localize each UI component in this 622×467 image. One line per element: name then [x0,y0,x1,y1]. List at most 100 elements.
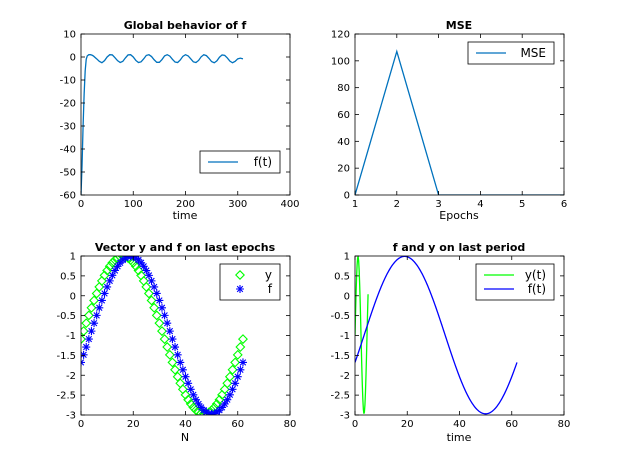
data-point-f [165,327,174,336]
panel-global-behavior: Global behavior of f time 0 100 200 300 4001… [60,19,300,222]
series-line-f(t) [81,53,244,195]
x-axis-label: Epochs [439,209,479,222]
x-tick-label: 20 [127,419,140,430]
data-point-y [146,295,157,306]
x-tick-label: 80 [284,419,297,430]
x-tick-label: 60 [505,419,518,430]
legend: MSE [467,41,555,65]
data-point-f [142,266,151,275]
data-point-f [113,262,122,271]
data-point-y [112,256,123,263]
data-point-y [149,302,160,313]
data-point-f [191,395,200,404]
data-point-f [147,276,156,285]
plot-data [81,256,248,415]
data-point-y [102,265,113,276]
y-tick-label: 10 [63,30,76,41]
data-point-y [227,364,238,375]
y-tick-label: -2 [66,371,76,382]
data-point-f [220,399,229,408]
data-point-f [171,343,180,352]
series-line-y(t) [355,256,369,414]
panel-f-and-y-last-period: f and y on last period time 0 20 40 60 80 1 0.… [330,241,570,444]
data-point-f [90,319,99,328]
y-tick-label: -40 [60,145,76,156]
data-point-f [233,372,242,381]
x-tick-label: 20 [401,419,414,430]
legend-label: f(t) [254,155,272,169]
legend-marker-y [235,270,245,280]
legend-box [219,263,281,301]
x-tick-label: 0 [78,199,84,210]
data-point-f [225,390,234,399]
legend-marker-f [236,285,244,293]
data-point-y [183,394,194,405]
data-point-f [157,303,166,312]
x-tick-label: 3 [435,199,441,210]
data-point-f [173,350,182,359]
x-tick-label: 4 [477,199,483,210]
y-tick-label: 80 [337,83,350,94]
y-tick-label: 40 [337,137,350,148]
data-point-f [108,271,117,280]
y-tick-label: 0.5 [60,271,76,282]
y-tick-label: 60 [337,110,350,121]
data-point-f [87,327,96,336]
data-point-y [81,318,92,329]
y-tick-label: -2.5 [330,391,350,402]
y-tick-label: -3 [66,411,76,422]
data-point-y [151,310,162,321]
y-tick-label: 20 [337,164,350,175]
data-point-f [155,296,164,305]
legend-box [467,41,555,65]
data-point-f [160,311,169,320]
x-tick-label: 6 [561,199,567,210]
y-tick-label: 0.5 [334,271,350,282]
y-tick-label: -20 [60,99,76,110]
legend: y(t)f(t) [475,263,555,301]
data-point-f [184,379,193,388]
data-point-f [228,385,237,394]
legend-label: MSE [520,46,546,60]
chart-title: Global behavior of f [124,19,247,32]
data-point-f [110,266,119,275]
data-point-f [231,379,240,388]
data-point-y [222,378,233,389]
data-point-f [81,350,88,359]
data-point-y [91,288,102,299]
data-point-y [180,389,191,400]
y-tick-label: -60 [60,191,76,202]
data-point-y [81,334,86,345]
data-point-y [237,334,248,345]
plot-data [355,49,564,195]
data-point-f [82,343,91,352]
data-point-y [230,357,241,368]
plot-data [81,53,244,195]
y-tick-label: -1.5 [330,351,350,362]
data-point-f [139,262,148,271]
x-tick-label: 40 [453,419,466,430]
chart-title: MSE [446,19,472,32]
legend-label: f [268,282,273,296]
data-point-f [144,271,153,280]
y-tick-label: 1 [344,252,350,263]
y-tick-label: -10 [60,76,76,87]
data-point-f [168,335,177,344]
x-tick-label: 2 [394,199,400,210]
data-point-f [103,282,112,291]
y-tick-label: -0.5 [330,311,350,322]
data-point-y [83,310,94,321]
legend-label: f(t) [528,282,546,296]
series-line-f(t) [355,256,518,415]
data-point-y [232,349,243,360]
x-tick-label: 40 [179,419,192,430]
y-tick-label: -0.5 [56,311,76,322]
y-tick-label: -30 [60,122,76,133]
data-point-f [84,335,93,344]
data-point-f [236,365,245,374]
data-point-y [104,261,115,272]
y-tick-label: 0 [344,291,350,302]
data-point-f [176,358,185,367]
x-tick-label: 100 [124,199,143,210]
